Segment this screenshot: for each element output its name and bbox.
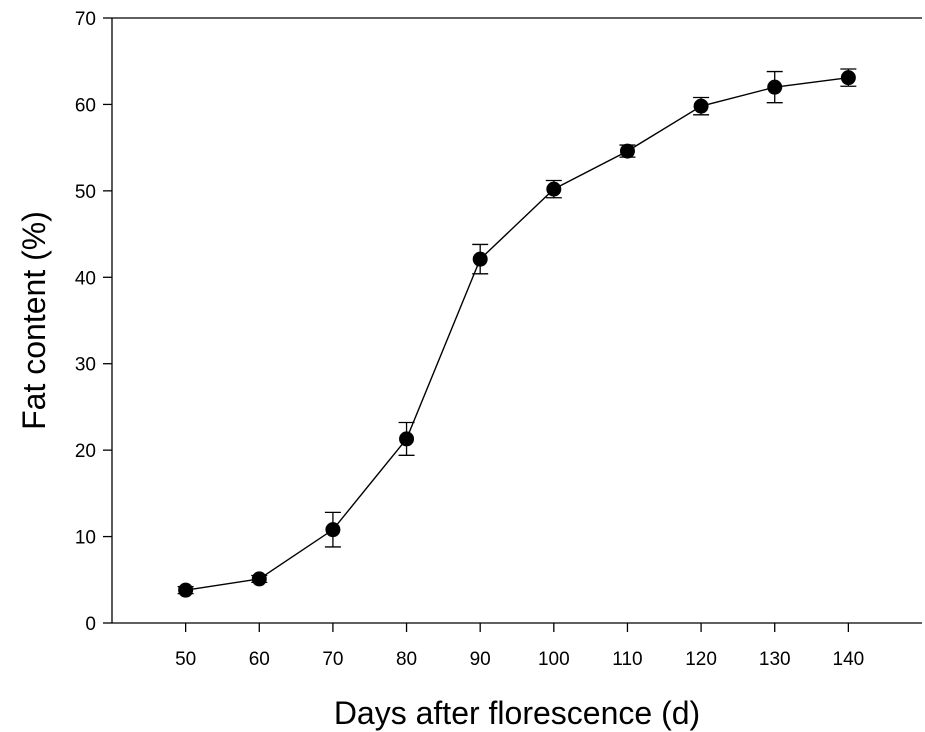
ticks: 0 10 20 30 40 50 60 70 50 60 70 80 90 100 110 120 130 140 [75,9,864,670]
x-tick-label: 120 [685,649,717,670]
y-tick-label: 30 [75,355,96,376]
x-tick-label: 140 [833,649,865,670]
x-tick-label: 80 [396,649,417,670]
data-point [619,143,635,159]
series-line [185,76,849,591]
y-tick-label: 60 [75,95,96,116]
x-tick-label: 50 [175,649,196,670]
x-tick-label: 110 [612,649,642,670]
data-point [178,582,194,598]
x-tick-label: 100 [538,649,570,670]
y-tick-label: 40 [75,268,96,289]
data-point [399,431,415,447]
x-tick-label: 60 [249,649,270,670]
data-point [693,98,709,114]
y-axis-title: Fat content (%) [16,211,52,430]
y-tick-label: 20 [75,441,96,462]
data-point [325,522,341,538]
y-tick-label: 70 [75,9,96,30]
data-point [840,70,856,86]
data-point [546,181,562,197]
x-tick-label: 90 [470,649,491,670]
x-axis-title: Days after florescence (d) [334,695,700,731]
x-tick-label: 130 [759,649,791,670]
axes [111,17,922,624]
data-point [251,571,267,587]
y-tick-label: 50 [75,182,96,203]
series-layer [177,68,857,598]
data-point [767,79,783,95]
data-point [472,251,488,267]
x-tick-label: 70 [322,649,343,670]
y-tick-label: 0 [85,614,96,635]
y-tick-label: 10 [75,528,96,549]
